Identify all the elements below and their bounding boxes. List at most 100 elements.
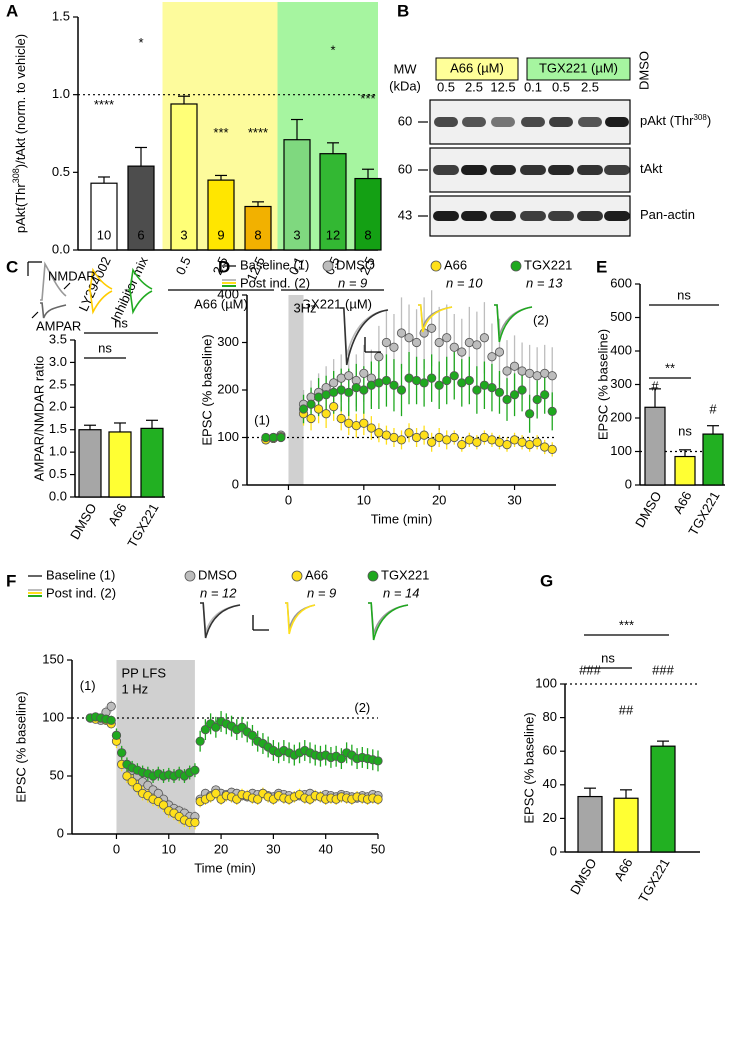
data-point <box>472 437 482 447</box>
trace <box>368 602 409 635</box>
data-point <box>396 435 407 445</box>
band <box>433 211 459 221</box>
data-point <box>200 724 210 735</box>
x-axis-label: Time (min) <box>371 511 433 526</box>
data-point <box>396 385 407 395</box>
group-label: A66 (µM) <box>450 60 504 75</box>
n-label: 6 <box>137 227 144 242</box>
group-label: TGX221 (µM) <box>293 296 372 311</box>
x-tick-label: A66 <box>105 501 130 529</box>
n-label: n = 10 <box>446 275 483 290</box>
x-tick-label: 30 <box>507 492 521 507</box>
data-point <box>381 337 392 348</box>
data-point <box>211 788 221 799</box>
significance: **** <box>94 97 114 112</box>
comparison-label: ns <box>601 650 615 665</box>
y-tick-label: 400 <box>217 286 239 301</box>
legend-label: A66 <box>305 567 328 582</box>
y-tick-label: 300 <box>610 376 632 391</box>
row-label-part: pAkt (Thr <box>640 113 694 128</box>
data-point <box>359 418 369 428</box>
legend-label: DMSO <box>336 257 375 272</box>
row-label-part: tAkt <box>640 161 663 176</box>
data-point <box>479 432 490 443</box>
data-point <box>106 715 116 725</box>
x-tick-label: DMSO <box>567 856 599 897</box>
bar <box>207 179 235 251</box>
bar <box>644 406 666 486</box>
data-point <box>321 409 331 419</box>
scale-bar <box>364 337 381 353</box>
group-label: A66 (µM) <box>194 296 248 311</box>
lane-label: DMSO <box>636 51 651 90</box>
data-point <box>381 375 392 386</box>
y-axis-label: EPSC (% baseline) <box>13 691 28 802</box>
shade-label: PP LFS <box>121 665 166 680</box>
trace <box>200 602 241 633</box>
annotation: (1) <box>254 412 270 427</box>
bar <box>140 427 164 498</box>
n-label: 12 <box>326 227 340 242</box>
comparison-label: ** <box>665 360 675 375</box>
n-label: n = 9 <box>307 585 336 600</box>
band <box>604 211 630 221</box>
y-tick-label: 100 <box>217 429 239 444</box>
data-point <box>276 432 286 443</box>
data-point <box>132 782 142 793</box>
legend-label: Post ind. (2) <box>46 585 116 600</box>
bar <box>650 745 676 853</box>
y-tick-label: 3.0 <box>49 354 67 369</box>
data-point <box>419 430 429 440</box>
data-point <box>509 390 520 400</box>
data-point <box>502 440 512 450</box>
y-tick-label: 1.0 <box>49 444 67 459</box>
significance: *** <box>360 91 375 106</box>
data-point <box>487 435 497 445</box>
legend-marker <box>367 570 379 582</box>
lane-label: 12.5 <box>490 79 515 94</box>
y-tick-label: 0 <box>625 476 632 491</box>
data-point <box>442 435 452 445</box>
y-tick-label: 1.5 <box>49 421 67 436</box>
bar <box>613 797 639 853</box>
band <box>520 165 546 175</box>
bar <box>577 795 603 853</box>
lane-label: 0.5 <box>437 79 455 94</box>
lane-label: 0.1 <box>524 79 542 94</box>
bar <box>674 455 696 486</box>
x-axis-label: Time (min) <box>194 860 256 875</box>
bar <box>702 433 724 486</box>
lane-label: 2.5 <box>581 79 599 94</box>
data-point <box>404 428 414 438</box>
shade-label: 3Hz <box>293 300 316 315</box>
x-tick-label: 20 <box>214 841 228 856</box>
x-tick-label: 20 <box>432 492 446 507</box>
x-tick-label: A66 <box>611 856 636 884</box>
legend-marker <box>510 260 522 272</box>
y-tick-label: 1.5 <box>52 8 70 23</box>
x-tick-label: 40 <box>318 841 332 856</box>
legend-label: Baseline (1) <box>240 257 309 272</box>
data-point <box>190 765 200 775</box>
data-point <box>373 794 383 804</box>
data-point <box>211 722 221 732</box>
scale-bar <box>252 615 269 631</box>
bar <box>283 139 311 251</box>
row-label-sup: 308 <box>693 113 707 122</box>
data-point <box>487 383 497 393</box>
data-point <box>442 375 452 386</box>
data-point <box>457 347 467 357</box>
band <box>605 117 629 127</box>
bar <box>354 177 382 251</box>
data-point <box>336 753 346 764</box>
marker: # <box>709 401 717 416</box>
data-point <box>404 373 414 383</box>
y-tick-label: 0 <box>550 843 557 858</box>
y-tick-label: 150 <box>42 651 64 666</box>
y-tick-label: 2.0 <box>49 399 67 414</box>
data-point <box>525 440 535 450</box>
data-point <box>525 368 535 378</box>
y-tick-label: 1.0 <box>52 86 70 101</box>
data-point <box>419 378 429 388</box>
